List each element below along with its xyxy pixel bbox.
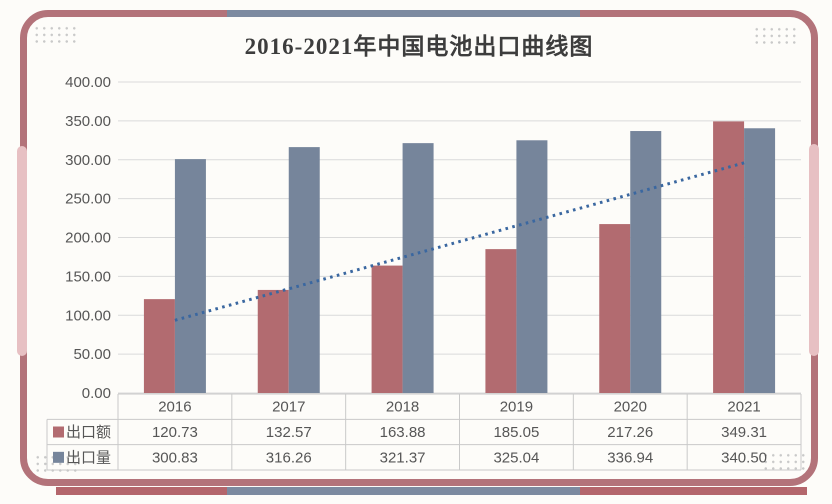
table-cell-出口额-2018: 163.88 [380,424,426,441]
table-year-2019: 2019 [500,399,533,416]
table-cell-出口额-2019: 185.05 [493,424,539,441]
bar-出口量-2017 [288,147,320,393]
bar-出口额-2016 [143,299,175,393]
bar-出口额-2020 [599,224,631,393]
frame-top-accent [227,10,580,17]
y-tick-label: 0.00 [82,385,111,402]
bar-出口量-2021 [744,128,776,394]
y-tick-label: 150.00 [65,268,111,285]
table-row-label-出口量: 出口量 [66,449,111,466]
legend-swatch-出口额 [53,426,64,438]
table-cell-出口额-2020: 217.26 [607,424,653,441]
frame-left-accent [17,146,27,356]
table-cell-出口额-2017: 132.57 [266,424,312,441]
table-cell-出口量-2019: 325.04 [493,449,539,466]
y-tick-label: 250.00 [65,191,111,208]
corner-dots-bottom-left [34,454,80,473]
table-cell-出口量-2017: 316.26 [266,449,312,466]
y-tick-label: 350.00 [65,113,111,130]
frame-right-accent [809,144,819,356]
table-cell-出口量-2020: 336.94 [607,449,653,466]
bar-出口量-2016 [174,159,206,393]
bar-出口额-2017 [257,289,289,393]
bar-出口量-2019 [516,140,548,393]
table-cell-出口量-2016: 300.83 [152,449,198,466]
bottom-bar-accent [227,487,580,495]
table-cell-出口额-2016: 120.73 [152,424,198,441]
table-year-2017: 2017 [272,399,305,416]
table-cell-出口量-2018: 321.37 [380,449,426,466]
table-row-label-出口额: 出口额 [66,424,111,441]
legend-swatch-出口量 [53,451,64,463]
table-cell-出口额-2021: 349.31 [721,424,767,441]
table-year-2016: 2016 [158,399,191,416]
y-tick-label: 100.00 [65,307,111,324]
bar-出口额-2018 [371,265,403,393]
table-year-2018: 2018 [386,399,419,416]
bar-出口量-2018 [402,143,434,393]
bar-出口额-2019 [485,249,517,393]
table-year-2021: 2021 [727,399,760,416]
corner-dots-top-left [33,25,79,44]
table-year-2020: 2020 [614,399,647,416]
y-tick-label: 200.00 [65,230,111,247]
y-tick-label: 50.00 [73,346,111,363]
y-tick-label: 300.00 [65,152,111,169]
corner-dots-bottom-right [762,452,808,471]
corner-dots-top-right [753,26,799,45]
bar-出口额-2021 [713,121,745,394]
bottom-bar [56,487,807,495]
table-cell-出口量-2021: 340.50 [721,449,767,466]
y-tick-label: 400.00 [65,74,111,91]
page-title: 2016-2021年中国电池出口曲线图 [244,34,594,59]
trendline [174,161,745,322]
bar-出口量-2020 [630,131,662,393]
